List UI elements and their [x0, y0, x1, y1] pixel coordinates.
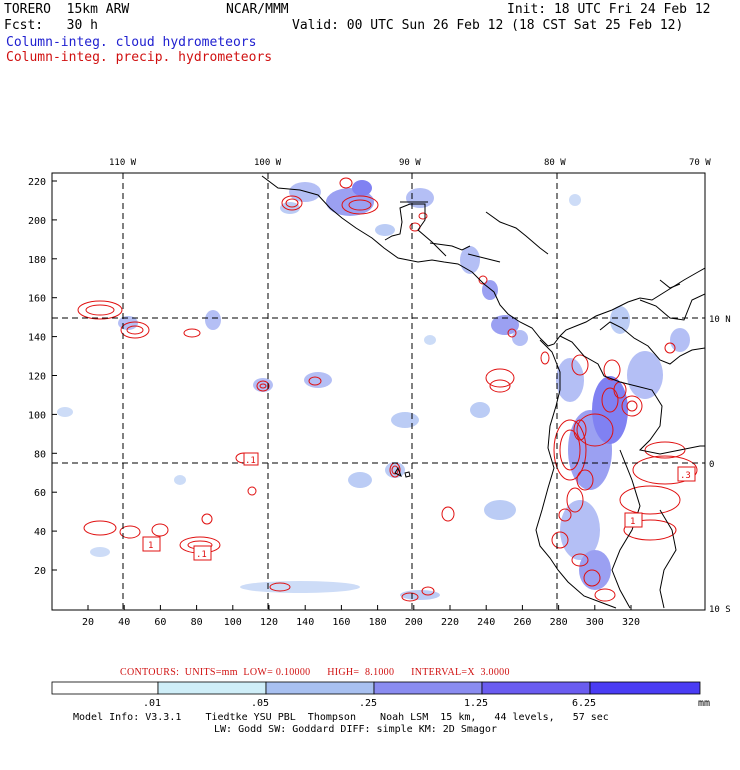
x-tick-label: 160 — [332, 617, 350, 628]
colorbar-segment — [373, 681, 483, 695]
x-tick-label: 300 — [586, 617, 604, 628]
colorbar-label: .05 — [251, 698, 269, 709]
map-frame — [51, 172, 706, 611]
contour-label: .1 — [245, 456, 256, 466]
colorbar-segment — [481, 681, 591, 695]
x-tick-label: 280 — [550, 617, 568, 628]
x-tick-label: 200 — [405, 617, 423, 628]
contour-label: .3 — [680, 471, 691, 481]
colorbar-label: .25 — [359, 698, 377, 709]
y-tick-label: 40 — [34, 527, 46, 538]
weather-map: 110 W 100 W 90 W 80 W 70 W — [28, 158, 731, 628]
colorbar-segment — [265, 681, 375, 695]
x-axis: 20 40 60 80 100 120 140 160 180 200 220 240 260 280 30… — [82, 605, 640, 628]
x-tick-label: 60 — [154, 617, 166, 628]
valid-time: Valid: 00 UTC Sun 26 Feb 12 (18 CST Sat … — [292, 18, 684, 33]
init-time: Init: 18 UTC Fri 24 Feb 12 — [507, 2, 711, 17]
y-tick-label: 120 — [28, 372, 46, 383]
cloud-legend: Column-integ. cloud hydrometeors — [6, 35, 257, 50]
lon-label-80w: 80 W — [544, 158, 566, 168]
lon-label-90w: 90 W — [399, 158, 421, 168]
y-tick-label: 20 — [34, 566, 46, 577]
colorbar-label: 6.25 — [572, 698, 596, 709]
lon-label-70w: 70 W — [689, 158, 711, 168]
y-tick-label: 160 — [28, 294, 46, 305]
x-tick-label: 220 — [441, 617, 459, 628]
coastlines — [261, 175, 705, 609]
y-tick-label: 140 — [28, 333, 46, 344]
precip-legend: Column-integ. precip. hydrometeors — [6, 50, 273, 65]
y-axis: 220 200 180 160 140 120 100 80 60 40 20 — [28, 177, 57, 577]
lat-label-10s: 10 S — [709, 605, 731, 615]
x-tick-label: 40 — [118, 617, 130, 628]
model-title: TORERO 15km ARW — [4, 2, 130, 17]
x-tick-label: 120 — [260, 617, 278, 628]
lat-label-eq: 0 — [709, 460, 714, 470]
y-tick-label: 220 — [28, 177, 46, 188]
lon-label-110w: 110 W — [109, 158, 137, 168]
contour-label: 1 — [148, 541, 153, 551]
y-tick-label: 100 — [28, 410, 46, 421]
colorbar-label: 1.25 — [464, 698, 488, 709]
colorbar-segment — [589, 681, 701, 695]
colorbar-unit: mm — [698, 698, 710, 709]
x-tick-label: 260 — [513, 617, 531, 628]
contour-label: 1 — [630, 517, 635, 527]
lat-lon-grid — [52, 173, 705, 610]
x-tick-label: 20 — [82, 617, 94, 628]
y-tick-label: 80 — [34, 449, 46, 460]
colorbar-segment — [157, 681, 267, 695]
x-tick-label: 320 — [622, 617, 640, 628]
colorbar: .01 .05 .25 1.25 6.25 mm — [51, 681, 710, 709]
x-tick-label: 240 — [477, 617, 495, 628]
y-tick-label: 180 — [28, 255, 46, 266]
y-tick-label: 60 — [34, 488, 46, 499]
center-name: NCAR/MMM — [226, 2, 289, 17]
contour-value-boxes: 1 1 .1 .1 .3 — [142, 452, 696, 561]
model-info: Model Info: V3.3.1 Tiedtke YSU PBL Thomp… — [73, 712, 609, 723]
colorbar-label: .01 — [143, 698, 161, 709]
precip-contours — [77, 177, 698, 602]
x-tick-label: 180 — [369, 617, 387, 628]
contours-info: CONTOURS: UNITS=mm LOW= 0.10000 HIGH= 8.… — [120, 667, 510, 678]
forecast-hour: Fcst: 30 h — [4, 18, 98, 33]
lat-label-10n: 10 N — [709, 315, 731, 325]
x-tick-label: 100 — [224, 617, 242, 628]
contour-label: .1 — [196, 550, 207, 560]
model-physics: LW: Godd SW: Goddard DIFF: simple KM: 2D… — [214, 724, 497, 735]
lon-label-100w: 100 W — [254, 158, 282, 168]
x-tick-label: 80 — [191, 617, 203, 628]
x-tick-label: 140 — [296, 617, 314, 628]
map-field: 1 1 .1 .1 .3 — [52, 173, 705, 610]
colorbar-segment — [51, 681, 159, 695]
y-tick-label: 200 — [28, 216, 46, 227]
